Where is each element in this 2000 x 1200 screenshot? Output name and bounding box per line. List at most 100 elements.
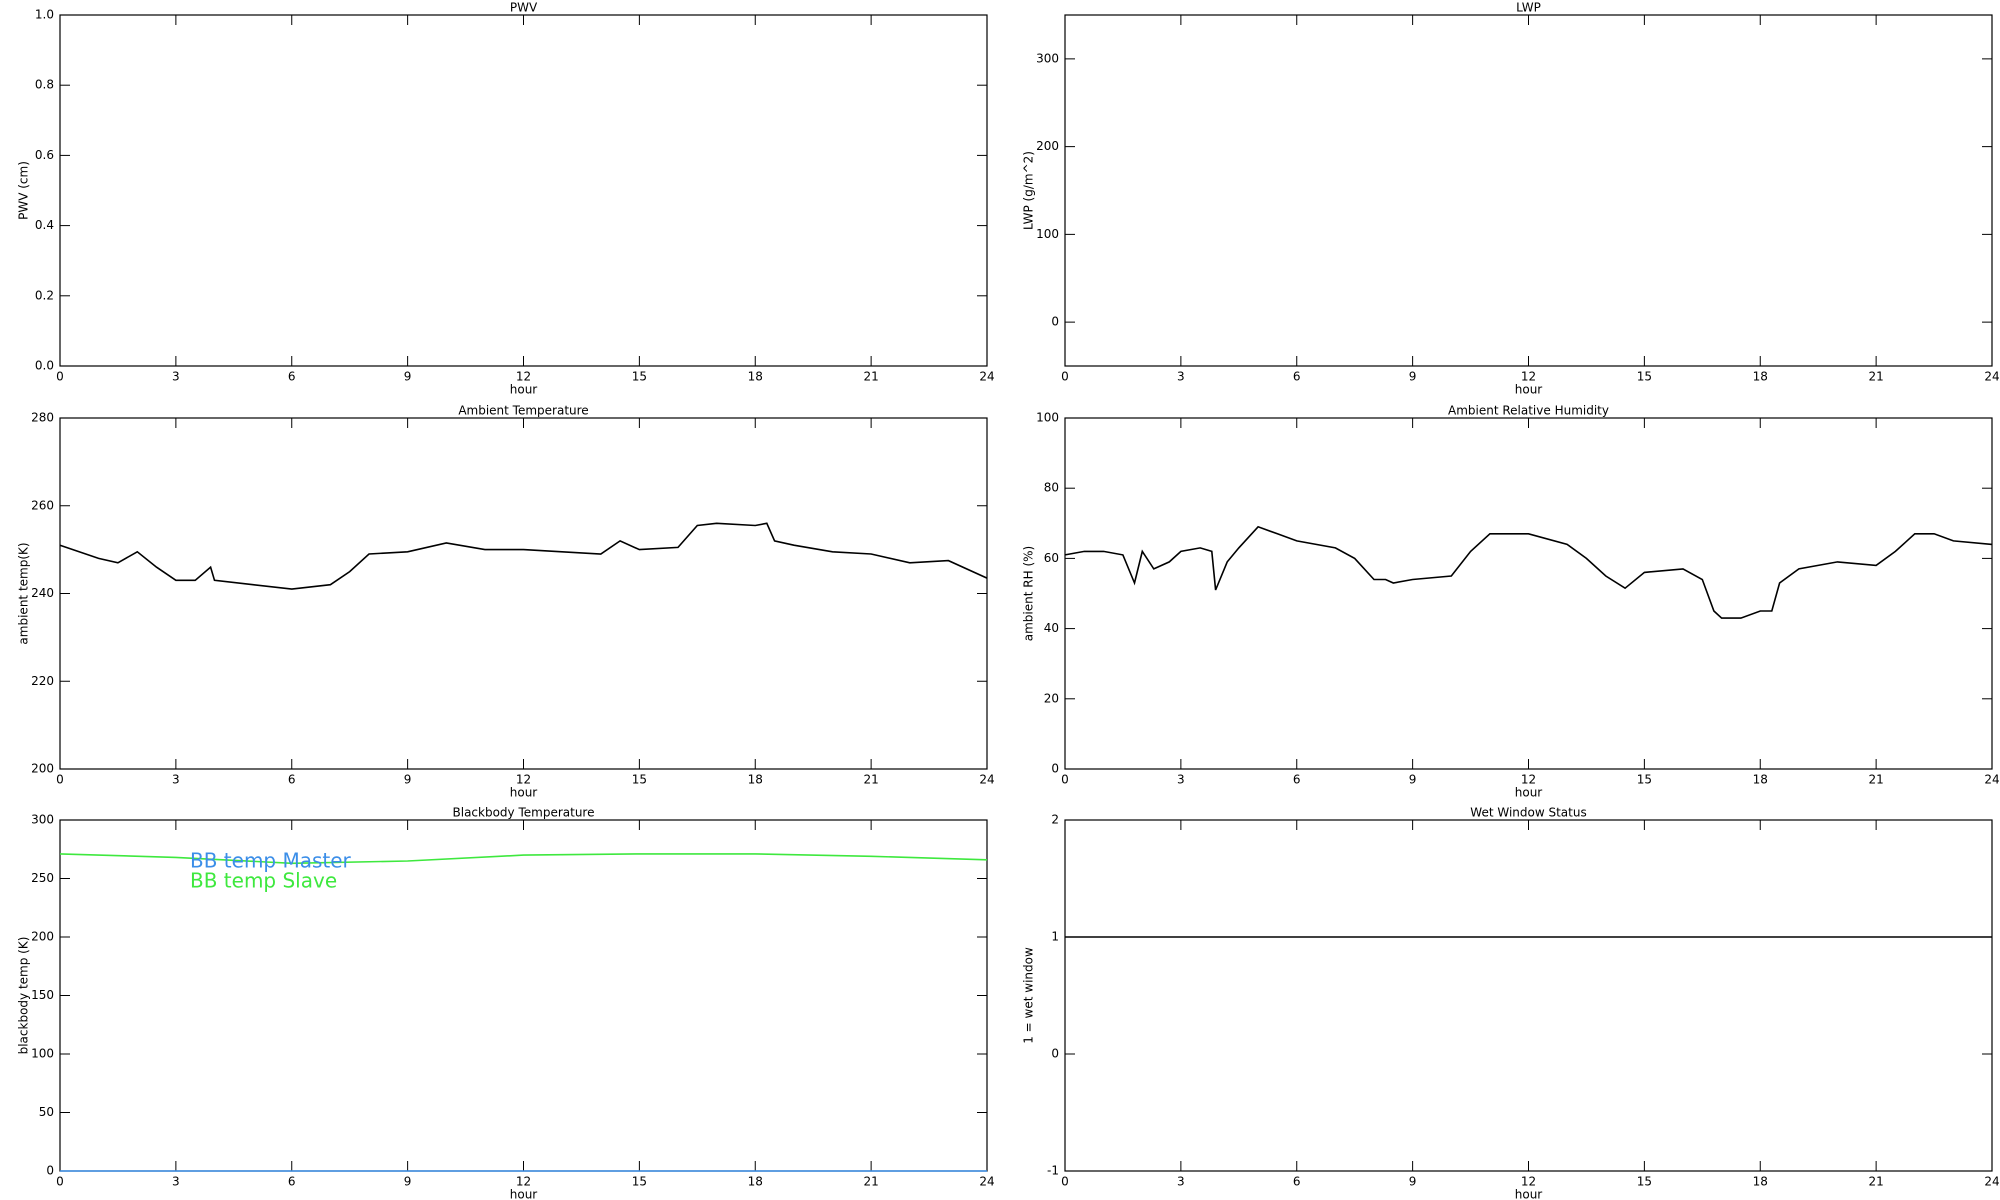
x-tick-label: 15 <box>1637 1175 1652 1189</box>
x-tick-label: 6 <box>288 1175 296 1189</box>
y-axis-label: ambient temp(K) <box>17 542 31 644</box>
x-tick-label: 0 <box>1061 370 1069 384</box>
x-tick-label: 21 <box>863 1175 878 1189</box>
y-axis-label: PWV (cm) <box>17 161 31 220</box>
x-tick-label: 18 <box>748 1175 763 1189</box>
y-tick-label: 0.6 <box>35 148 54 162</box>
chart-title: LWP <box>1516 1 1541 15</box>
y-tick-label: 0.2 <box>35 288 54 302</box>
x-tick-label: 6 <box>288 773 296 787</box>
plot-frame <box>1064 14 1993 367</box>
y-tick-label: 260 <box>31 498 54 512</box>
plot-frame <box>1064 417 1993 770</box>
x-tick-label: 12 <box>1521 773 1536 787</box>
y-tick-label: 0 <box>46 1164 54 1178</box>
x-tick-label: 3 <box>172 773 180 787</box>
y-tick-label: 80 <box>1044 481 1059 495</box>
y-axis-label: ambient RH (%) <box>1022 546 1036 641</box>
x-tick-label: 18 <box>1753 370 1768 384</box>
y-tick-label: 0 <box>1051 315 1059 329</box>
legend-entry: BB temp Slave <box>190 869 337 893</box>
chart-title: Ambient Relative Humidity <box>1448 404 1609 418</box>
x-axis-label: hour <box>510 1188 538 1200</box>
y-tick-label: 100 <box>1036 411 1059 425</box>
y-tick-label: 280 <box>31 411 54 425</box>
x-tick-label: 0 <box>1061 773 1069 787</box>
panel: Blackbody Temperature hour blackbody temp … <box>17 806 995 1200</box>
y-tick-label: 60 <box>1044 551 1059 565</box>
y-tick-label: 0 <box>1051 1047 1059 1061</box>
panel: PWV hour PWV (cm) 0 3 6 9 12 15 18 21 24 0.0 0.2 0.4 0.… <box>17 1 995 397</box>
x-tick-label: 15 <box>1637 773 1652 787</box>
x-axis-label: hour <box>510 786 538 800</box>
y-tick-label: 100 <box>31 1047 54 1061</box>
y-tick-label: 0.8 <box>35 78 54 92</box>
plot-frame <box>1064 819 1993 1172</box>
x-tick-label: 12 <box>516 773 531 787</box>
y-tick-label: 0.4 <box>35 218 54 232</box>
y-tick-label: 2 <box>1051 813 1059 827</box>
data-line <box>59 522 988 590</box>
x-tick-label: 9 <box>1409 370 1417 384</box>
y-tick-label: 50 <box>39 1105 54 1119</box>
x-tick-label: 3 <box>1177 1175 1185 1189</box>
x-tick-label: 12 <box>516 370 531 384</box>
x-tick-label: 21 <box>1868 370 1883 384</box>
x-tick-label: 12 <box>1521 1175 1536 1189</box>
y-tick-label: 300 <box>31 813 54 827</box>
x-tick-label: 24 <box>979 773 994 787</box>
x-tick-label: 3 <box>172 1175 180 1189</box>
x-tick-label: 0 <box>56 370 64 384</box>
x-tick-label: 9 <box>404 370 412 384</box>
x-tick-label: 12 <box>516 1175 531 1189</box>
x-tick-label: 15 <box>1637 370 1652 384</box>
y-tick-label: 200 <box>31 762 54 776</box>
chart-title: Ambient Temperature <box>458 404 588 418</box>
data-line <box>59 853 988 865</box>
x-tick-label: 24 <box>1984 370 1999 384</box>
x-tick-label: 0 <box>1061 1175 1069 1189</box>
x-axis-label: hour <box>1515 786 1543 800</box>
x-tick-label: 6 <box>1293 370 1301 384</box>
y-tick-label: 200 <box>1036 139 1059 153</box>
x-tick-label: 6 <box>1293 1175 1301 1189</box>
plot-frame <box>59 417 988 770</box>
y-tick-label: 100 <box>1036 227 1059 241</box>
x-tick-label: 15 <box>632 1175 647 1189</box>
y-tick-label: 150 <box>31 988 54 1002</box>
y-tick-label: 1 <box>1051 930 1059 944</box>
y-axis-label: LWP (g/m^2) <box>1022 151 1036 230</box>
y-tick-label: 220 <box>31 674 54 688</box>
panel: Ambient Temperature hour ambient temp(K) 0 3… <box>17 404 995 800</box>
x-tick-label: 9 <box>1409 773 1417 787</box>
y-tick-label: -1 <box>1047 1164 1059 1178</box>
x-axis-label: hour <box>1515 1188 1543 1200</box>
x-tick-label: 18 <box>1753 1175 1768 1189</box>
x-tick-label: 21 <box>863 370 878 384</box>
y-tick-label: 250 <box>31 871 54 885</box>
x-tick-label: 0 <box>56 1175 64 1189</box>
legend-entry: BB temp Master <box>190 849 352 873</box>
x-tick-label: 6 <box>1293 773 1301 787</box>
chart-title: PWV <box>510 1 538 15</box>
x-tick-label: 24 <box>1984 1175 1999 1189</box>
y-tick-label: 200 <box>31 930 54 944</box>
panel: Ambient Relative Humidity hour ambient RH … <box>1022 404 2000 800</box>
x-tick-label: 3 <box>172 370 180 384</box>
x-tick-label: 24 <box>1984 773 1999 787</box>
panel: LWP hour LWP (g/m^2) 0 3 6 9 12 15 18 21 24 0 100 200 3… <box>1022 1 2000 397</box>
x-tick-label: 18 <box>748 370 763 384</box>
chart-title: Blackbody Temperature <box>453 806 595 820</box>
y-tick-label: 240 <box>31 586 54 600</box>
x-tick-label: 12 <box>1521 370 1536 384</box>
x-tick-label: 24 <box>979 370 994 384</box>
y-axis-label: blackbody temp (K) <box>17 937 31 1055</box>
x-tick-label: 21 <box>1868 1175 1883 1189</box>
x-axis-label: hour <box>1515 383 1543 397</box>
x-tick-label: 0 <box>56 773 64 787</box>
y-tick-label: 0 <box>1051 762 1059 776</box>
data-line <box>1064 525 1993 619</box>
y-tick-label: 0.0 <box>35 359 54 373</box>
x-tick-label: 15 <box>632 370 647 384</box>
